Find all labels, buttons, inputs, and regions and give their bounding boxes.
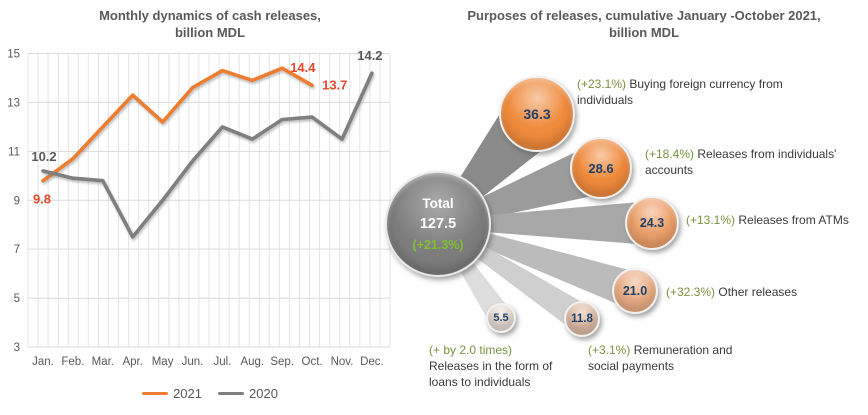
bubble-24.3: 24.3: [625, 196, 679, 250]
right-chart-title-line2: billion MDL: [608, 25, 680, 41]
total-value: 127.5: [419, 215, 457, 232]
left-chart-title-line2: billion MDL: [174, 25, 246, 41]
purpose-note-24.3: (+13.1%) Releases from ATMs: [686, 213, 849, 227]
svg-text:Sep.: Sep.: [270, 356, 294, 368]
chart-legend: 2021 2020: [0, 386, 420, 401]
svg-text:9: 9: [14, 195, 20, 207]
bubble-value: 5.5: [493, 312, 509, 324]
left-chart-title: Monthly dynamics of cash releases, billi…: [0, 7, 420, 41]
svg-text:Dec.: Dec.: [360, 356, 384, 368]
bubble-11.8: 11.8: [564, 301, 600, 337]
svg-text:Jun.: Jun.: [182, 356, 204, 368]
svg-text:Oct.: Oct.: [302, 356, 323, 368]
legend-swatch-2021: [142, 391, 169, 396]
purpose-percent: (+32.3%): [666, 285, 716, 299]
svg-text:13: 13: [7, 97, 20, 109]
bubble-28.6: 28.6: [570, 137, 632, 199]
legend-swatch-2020: [218, 391, 244, 396]
series-line-2020: [41, 71, 374, 239]
svg-text:Apr.: Apr.: [122, 356, 142, 368]
legend-label-2021: 2021: [173, 386, 202, 401]
purpose-percent: (+3.1%): [588, 343, 631, 357]
bubble-value: 11.8: [571, 313, 593, 325]
ray-to-24.3: [438, 201, 646, 245]
purpose-note-36.3: (+23.1%) Buying foreign currency from in…: [577, 77, 783, 107]
point-label-2021-13.7: 13.7: [322, 77, 347, 92]
svg-text:15: 15: [7, 49, 20, 61]
svg-text:Jan.: Jan.: [32, 356, 54, 368]
point-label-2021-9.8: 9.8: [33, 192, 51, 207]
svg-text:Aug.: Aug.: [240, 356, 264, 368]
purpose-percent: (+23.1%): [577, 77, 627, 91]
left-chart-title-line1: Monthly dynamics of cash releases,: [99, 8, 321, 23]
legend-item-2020: 2020: [218, 386, 278, 401]
right-chart-title: Purposes of releases, cumulative January…: [424, 7, 864, 41]
bubble-value: 24.3: [639, 216, 665, 230]
line-chart-canvas: 3 5 7 9 11 13 15 Jan. Feb. Mar. Apr. May Jun. Jul. Aug…: [7, 48, 391, 368]
svg-text:Jul.: Jul.: [213, 356, 231, 368]
total-bubble: Total 127.5 (+21.3%): [385, 171, 491, 277]
total-percent: (+21.3%): [412, 237, 464, 252]
series-line-2021: [41, 66, 314, 183]
svg-text:Mar.: Mar.: [92, 356, 114, 368]
bubble-5.5: 5.5: [486, 303, 516, 333]
svg-text:3: 3: [14, 342, 20, 354]
svg-text:Feb.: Feb.: [61, 356, 84, 368]
right-chart-title-line1: Purposes of releases, cumulative January…: [467, 8, 821, 23]
point-label-2020-14.2: 14.2: [357, 48, 382, 63]
legend-item-2021: 2021: [142, 386, 202, 401]
svg-text:May: May: [152, 356, 174, 368]
purpose-percent: (+13.1%): [686, 213, 736, 227]
purpose-note-28.6: (+18.4%) Releases from individuals' acco…: [645, 147, 837, 177]
bubble-21.0: 21.0: [612, 268, 658, 314]
total-label: Total: [422, 195, 454, 211]
purpose-percent: (+18.4%): [645, 147, 695, 161]
legend-label-2020: 2020: [249, 386, 278, 401]
purpose-note-5.5: (+ by 2.0 times) Releases in the form of…: [429, 343, 584, 390]
point-label-2020-10.2: 10.2: [31, 149, 56, 164]
bubble-value: 21.0: [622, 284, 648, 298]
bubble-value: 28.6: [588, 160, 614, 176]
svg-text:7: 7: [14, 244, 20, 256]
point-label-2021-14.4: 14.4: [290, 60, 316, 75]
purpose-note-21.0: (+32.3%) Other releases: [666, 285, 798, 299]
purpose-note-11.8: (+3.1%) Remuneration and social payments: [588, 343, 733, 373]
svg-text:Nov.: Nov.: [331, 356, 354, 368]
bubble-36.3: 36.3: [499, 76, 575, 152]
svg-text:11: 11: [8, 146, 20, 158]
svg-text:5: 5: [14, 293, 20, 305]
purpose-percent: (+ by 2.0 times): [429, 343, 513, 357]
bubble-value: 36.3: [523, 106, 551, 122]
